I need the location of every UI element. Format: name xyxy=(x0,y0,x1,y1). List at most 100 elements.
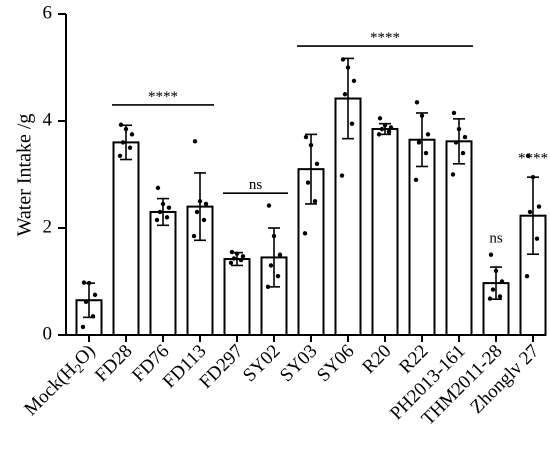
significance-label: **** xyxy=(518,150,548,166)
bar xyxy=(112,141,140,336)
data-point xyxy=(203,201,209,207)
error-bar xyxy=(120,124,132,161)
data-point xyxy=(425,132,431,137)
bar xyxy=(408,138,436,336)
data-point xyxy=(416,140,422,145)
data-point xyxy=(240,254,246,259)
data-point xyxy=(120,140,126,145)
data-point xyxy=(451,110,457,116)
data-point xyxy=(488,252,494,257)
data-point xyxy=(303,134,309,140)
data-point xyxy=(525,153,531,158)
data-point xyxy=(342,92,348,97)
data-point xyxy=(92,292,98,298)
y-axis-label: Water Intake /g xyxy=(14,114,36,237)
data-point xyxy=(414,100,420,105)
error-bar xyxy=(194,172,206,242)
data-point xyxy=(453,140,459,145)
data-point xyxy=(238,257,244,263)
significance-label: **** xyxy=(148,89,178,105)
y-tick-label: 4 xyxy=(43,109,53,130)
y-tick-label: 6 xyxy=(43,2,53,23)
error-bar xyxy=(157,197,169,227)
axes-layer xyxy=(65,14,540,336)
error-bar xyxy=(231,251,243,267)
data-point xyxy=(339,173,345,178)
error-bar xyxy=(379,122,391,136)
error-bar xyxy=(490,266,502,300)
data-point xyxy=(191,233,197,239)
error-bar xyxy=(305,133,317,205)
error-bar xyxy=(268,227,280,288)
data-point xyxy=(194,209,200,215)
data-point xyxy=(127,145,133,150)
data-point xyxy=(275,273,281,279)
data-point xyxy=(534,236,540,241)
error-bar xyxy=(453,118,465,165)
data-point xyxy=(228,260,234,265)
data-point xyxy=(524,273,530,279)
data-point xyxy=(450,172,456,177)
significance-label: ns xyxy=(489,231,503,247)
bar xyxy=(149,210,177,336)
category-label: R20 xyxy=(358,341,395,378)
data-point xyxy=(231,256,237,261)
bar xyxy=(186,205,214,336)
data-point xyxy=(349,121,355,126)
y-ticks-layer: 0 2 4 6 xyxy=(43,2,66,344)
data-point xyxy=(388,125,394,130)
category-label: SY02 xyxy=(239,341,284,386)
data-point xyxy=(117,153,123,158)
data-point xyxy=(80,324,86,330)
bar xyxy=(445,140,473,336)
significance-label: **** xyxy=(370,30,400,46)
data-point xyxy=(499,279,505,284)
significance-label: ns xyxy=(249,177,263,193)
significance-marker: **** xyxy=(518,150,548,166)
data-point xyxy=(155,185,161,191)
data-point xyxy=(166,205,172,210)
significance-marker: ns xyxy=(223,177,288,195)
data-point xyxy=(377,116,383,121)
error-bar xyxy=(527,176,539,256)
y-tick-label: 2 xyxy=(43,216,53,237)
data-point xyxy=(154,217,160,223)
significance-marker: **** xyxy=(297,30,473,47)
bar xyxy=(371,128,399,336)
bar xyxy=(223,258,251,336)
data-point xyxy=(266,203,272,208)
data-point xyxy=(386,129,392,134)
data-point xyxy=(302,231,308,236)
data-point xyxy=(129,132,135,137)
data-point xyxy=(312,199,318,204)
data-point xyxy=(305,180,311,185)
data-point xyxy=(351,78,357,84)
significance-marker: ns xyxy=(489,231,503,247)
category-label: Mock(H2O) xyxy=(20,341,101,422)
data-point xyxy=(157,209,163,215)
data-point xyxy=(497,294,503,299)
data-point xyxy=(201,217,207,223)
error-bar xyxy=(416,112,428,168)
data-point xyxy=(164,215,170,220)
category-label: SY06 xyxy=(313,341,358,386)
y-tick-label: 0 xyxy=(43,323,53,344)
data-point xyxy=(527,209,533,215)
data-point xyxy=(536,204,542,209)
error-bars-layer xyxy=(83,57,539,319)
error-bar xyxy=(342,57,354,140)
significance-layer: **** ns **** ns **** xyxy=(112,30,548,247)
data-point xyxy=(379,126,385,132)
category-label: SY03 xyxy=(276,341,321,386)
data-point xyxy=(423,150,429,156)
data-point xyxy=(268,263,274,268)
data-point xyxy=(192,139,198,144)
data-point xyxy=(462,134,468,140)
data-point xyxy=(460,150,466,156)
data-point xyxy=(490,287,496,292)
data-point xyxy=(83,299,89,305)
significance-marker: **** xyxy=(112,89,214,106)
category-label: FD28 xyxy=(91,341,136,386)
